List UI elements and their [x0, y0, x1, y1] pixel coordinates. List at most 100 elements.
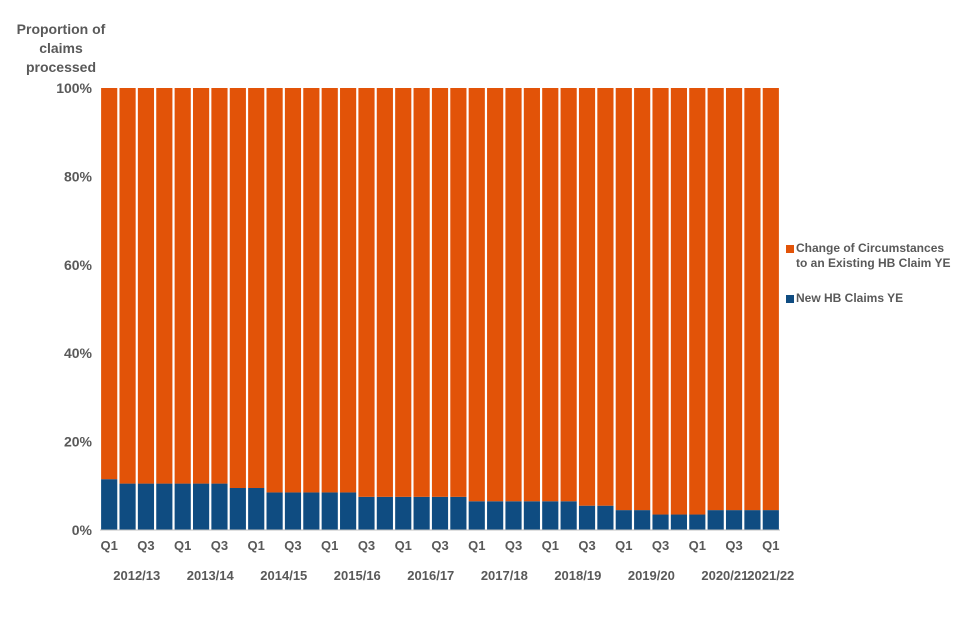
x-tick-label: Q1	[615, 538, 632, 553]
x-tick-label: Q3	[137, 538, 154, 553]
bar-segment-change-of-circumstances	[192, 88, 210, 484]
x-tick-label: Q1	[174, 538, 191, 553]
bar-segment-change-of-circumstances	[174, 88, 191, 484]
bar-segment-change-of-circumstances	[321, 88, 338, 493]
bar-segment-new-hb-claims	[376, 496, 393, 530]
bar-segment-change-of-circumstances	[597, 88, 614, 506]
y-tick-label: 40%	[64, 345, 93, 361]
bar-segment-new-hb-claims	[119, 483, 136, 530]
bar-segment-change-of-circumstances	[156, 88, 173, 484]
bar-segment-new-hb-claims	[340, 492, 357, 530]
x-tick-label: Q3	[505, 538, 522, 553]
x-tick-label: Q1	[248, 538, 265, 553]
bar-segment-new-hb-claims	[211, 483, 228, 530]
year-label: 2015/16	[334, 568, 381, 583]
bar-segment-change-of-circumstances	[505, 88, 522, 502]
y-tick-label: 0%	[72, 522, 93, 538]
y-tick-label: 60%	[64, 257, 93, 273]
legend: Change of Circumstances to an Existing H…	[786, 241, 956, 326]
legend-swatch-new-hb-claims	[786, 295, 794, 303]
year-label: 2018/19	[554, 568, 601, 583]
bar-segment-new-hb-claims	[431, 496, 449, 530]
bar-segment-new-hb-claims	[542, 501, 559, 530]
bar-segment-new-hb-claims	[248, 488, 265, 530]
bar-segment-new-hb-claims	[505, 501, 522, 530]
legend-label-change-of-circumstances: Change of Circumstances to an Existing H…	[796, 241, 951, 270]
x-tick-label: Q1	[762, 538, 779, 553]
bar-segment-change-of-circumstances	[578, 88, 596, 506]
bar-segment-new-hb-claims	[634, 510, 651, 530]
bar-segment-new-hb-claims	[670, 514, 688, 530]
bar-segment-new-hb-claims	[578, 505, 596, 530]
bar-segment-change-of-circumstances	[284, 88, 302, 493]
bar-segment-new-hb-claims	[615, 510, 632, 530]
bar-segment-new-hb-claims	[468, 501, 485, 530]
legend-swatch-change-of-circumstances	[786, 245, 794, 253]
bar-segment-new-hb-claims	[523, 501, 540, 530]
bar-segment-change-of-circumstances	[725, 88, 743, 511]
bar-segment-change-of-circumstances	[248, 88, 265, 489]
x-tick-label: Q3	[284, 538, 301, 553]
bar-segment-change-of-circumstances	[615, 88, 632, 511]
bar-segment-new-hb-claims	[762, 510, 779, 530]
bar-segment-change-of-circumstances	[340, 88, 357, 493]
bar-segment-change-of-circumstances	[542, 88, 559, 502]
bar-segment-new-hb-claims	[652, 514, 669, 530]
x-tick-label: Q1	[689, 538, 706, 553]
x-tick-label: Q3	[431, 538, 448, 553]
x-tick-label: Q3	[358, 538, 375, 553]
x-tick-label: Q3	[211, 538, 228, 553]
bar-segment-change-of-circumstances	[413, 88, 430, 497]
bar-segment-new-hb-claims	[487, 501, 504, 530]
bar-segment-change-of-circumstances	[101, 88, 118, 480]
year-label: 2020/21	[701, 568, 748, 583]
bar-segment-new-hb-claims	[744, 510, 761, 530]
y-axis-title: Proportion of claims processed	[16, 21, 106, 75]
bar-segment-new-hb-claims	[284, 492, 302, 530]
year-label: 2016/17	[407, 568, 454, 583]
bar-segment-new-hb-claims	[725, 510, 743, 530]
bar-segment-change-of-circumstances	[523, 88, 540, 502]
legend-item-change-of-circumstances: Change of Circumstances to an Existing H…	[786, 241, 956, 271]
x-tick-label: Q1	[468, 538, 485, 553]
year-label: 2019/20	[628, 568, 675, 583]
year-label: 2013/14	[187, 568, 235, 583]
bar-segment-change-of-circumstances	[762, 88, 779, 511]
legend-item-new-hb-claims: New HB Claims YE	[786, 291, 956, 306]
bar-segment-new-hb-claims	[174, 483, 191, 530]
y-tick-label: 20%	[64, 434, 93, 450]
legend-label-new-hb-claims: New HB Claims YE	[796, 291, 904, 305]
bar-segment-new-hb-claims	[229, 488, 246, 530]
bar-segment-new-hb-claims	[358, 496, 375, 530]
bar-segment-change-of-circumstances	[487, 88, 504, 502]
x-tick-label: Q1	[321, 538, 338, 553]
bar-segment-change-of-circumstances	[744, 88, 761, 511]
bar-segment-change-of-circumstances	[395, 88, 412, 497]
bar-segment-new-hb-claims	[303, 492, 320, 530]
bar-segment-new-hb-claims	[266, 492, 283, 530]
bar-segment-new-hb-claims	[192, 483, 210, 530]
x-tick-label: Q1	[395, 538, 412, 553]
bar-segment-change-of-circumstances	[431, 88, 449, 497]
bar-segment-change-of-circumstances	[303, 88, 320, 493]
y-tick-label: 80%	[64, 168, 93, 184]
bar-segment-change-of-circumstances	[707, 88, 724, 511]
bar-segment-new-hb-claims	[707, 510, 724, 530]
bar-segment-new-hb-claims	[450, 496, 467, 530]
bar-segment-new-hb-claims	[137, 483, 155, 530]
bar-segment-change-of-circumstances	[137, 88, 155, 484]
bar-segment-change-of-circumstances	[229, 88, 246, 489]
x-tick-label: Q1	[542, 538, 559, 553]
year-label: 2014/15	[260, 568, 307, 583]
bar-segment-new-hb-claims	[689, 514, 706, 530]
bar-segment-change-of-circumstances	[652, 88, 669, 515]
year-label: 2012/13	[113, 568, 160, 583]
x-tick-label: Q1	[101, 538, 118, 553]
bar-segment-new-hb-claims	[321, 492, 338, 530]
bar-segment-change-of-circumstances	[358, 88, 375, 497]
bar-segment-new-hb-claims	[395, 496, 412, 530]
bar-segment-change-of-circumstances	[119, 88, 136, 484]
x-tick-label: Q3	[652, 538, 669, 553]
